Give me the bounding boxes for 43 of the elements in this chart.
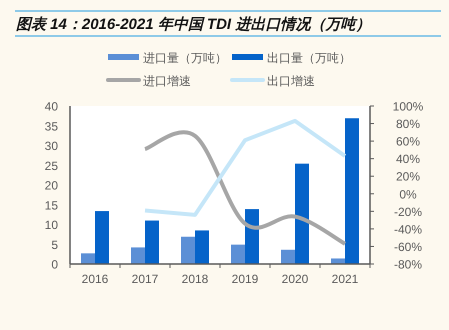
x-tick-label: 2021	[332, 272, 359, 286]
y2-tick-label: -60%	[394, 240, 422, 254]
x-tick-label: 2019	[232, 272, 259, 286]
y2-tick-label: 100%	[392, 100, 424, 114]
bar	[345, 118, 359, 264]
y2-tick-label: 0%	[399, 187, 417, 202]
y2-tick-label: -80%	[394, 258, 422, 272]
y2-tick-label: 20%	[396, 170, 420, 184]
bar	[195, 230, 209, 264]
bar	[295, 164, 309, 264]
bar	[331, 258, 345, 264]
y-tick-label: 0	[51, 258, 58, 272]
y-tick-label: 20	[44, 178, 58, 192]
y-tick-label: 35	[44, 119, 58, 134]
bar	[181, 236, 195, 264]
line-series	[143, 118, 347, 217]
y-tick-label: 30	[44, 139, 58, 153]
legend-label: 进口量（万吨）	[143, 51, 227, 65]
y2-tick-label: 80%	[396, 117, 420, 132]
chart-title: 图表 14：2016-2021 年中国 TDI 进出口情况（万吨）	[16, 16, 370, 33]
x-tick-label: 2018	[182, 272, 209, 286]
y-tick-label: 15	[44, 198, 58, 212]
y-tick-label: 5	[51, 238, 58, 252]
bar	[81, 253, 95, 264]
y2-tick-label: -20%	[394, 204, 422, 219]
x-tick-label: 2017	[132, 272, 159, 286]
bar	[131, 247, 145, 264]
x-tick-label: 2020	[282, 272, 309, 286]
bar	[145, 220, 159, 264]
bar	[245, 209, 259, 264]
legend-label: 进口增速	[143, 74, 191, 88]
y2-tick-label: 40%	[396, 152, 420, 166]
x-tick-label: 2016	[82, 272, 109, 286]
y2-tick-label: -40%	[394, 222, 422, 236]
y2-tick-label: 60%	[396, 134, 420, 149]
legend-label: 出口量（万吨）	[267, 51, 351, 65]
bar	[281, 250, 295, 264]
bar	[95, 211, 109, 264]
y-tick-label: 25	[44, 158, 58, 173]
y-tick-label: 40	[44, 100, 58, 114]
y-tick-label: 10	[44, 218, 58, 232]
bar	[231, 244, 245, 264]
legend-label: 出口增速	[267, 74, 315, 88]
